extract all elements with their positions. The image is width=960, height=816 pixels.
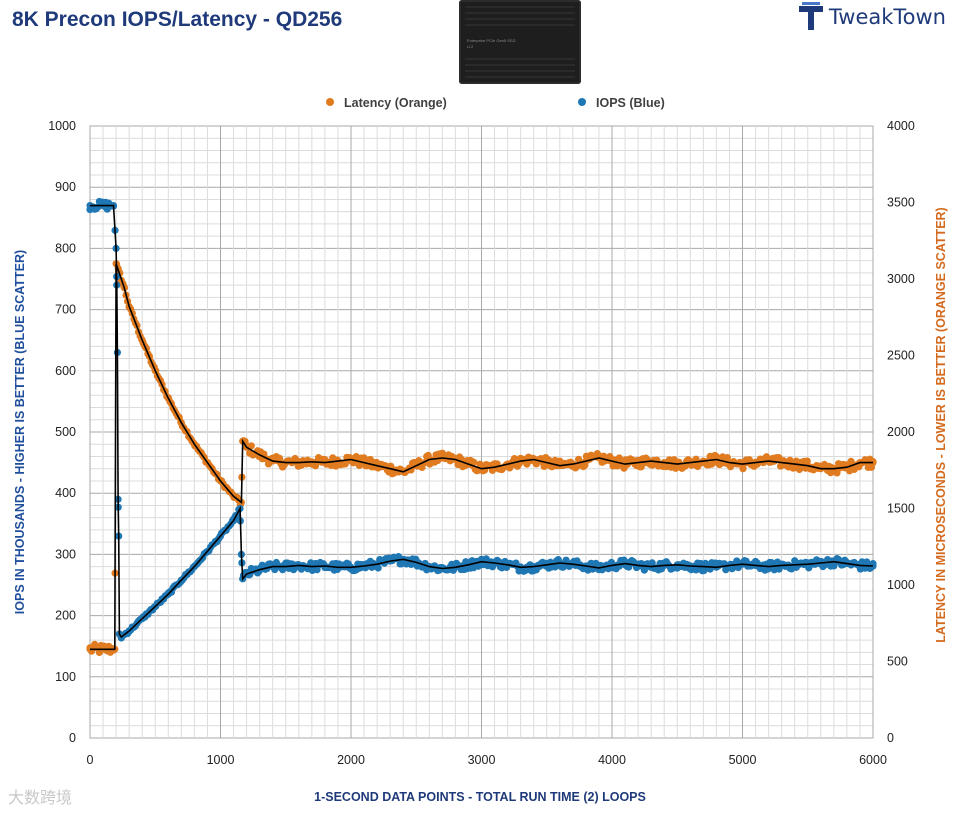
- y-right-tick-label: 4000: [887, 119, 915, 133]
- y-left-tick-label: 400: [55, 486, 76, 500]
- y-axis-label-left: IOPS IN THOUSANDS - HIGHER IS BETTER (BL…: [13, 250, 27, 614]
- latency-point: [615, 454, 623, 462]
- legend-label-latency: Latency (Orange): [344, 96, 447, 110]
- x-tick-label: 1000: [207, 753, 235, 767]
- ssd-product-image: Enterprise PCIe Gen5 SSD U.2: [459, 0, 581, 84]
- y-left-tick-label: 700: [55, 303, 76, 317]
- tweaktown-logo-icon: [798, 2, 823, 30]
- legend: Latency (Orange) IOPS (Blue): [326, 96, 665, 110]
- y-left-tick-label: 600: [55, 364, 76, 378]
- tweaktown-logo: TweakTown: [797, 2, 946, 32]
- y-right-tick-label: 2000: [887, 425, 915, 439]
- legend-marker-iops: [578, 98, 586, 106]
- latency-point: [275, 454, 284, 462]
- latency-trend-line: [90, 263, 873, 651]
- x-tick-label: 5000: [729, 753, 757, 767]
- x-tick-label: 2000: [337, 753, 365, 767]
- y-right-tick-label: 2500: [887, 349, 915, 363]
- y-right-tick-label: 1000: [887, 578, 915, 592]
- y-left-tick-label: 100: [55, 670, 76, 684]
- x-axis-label: 1-SECOND DATA POINTS - TOTAL RUN TIME (2…: [314, 790, 646, 804]
- y-left-tick-label: 1000: [48, 119, 76, 133]
- ssd-label-line-1: Enterprise PCIe Gen5 SSD: [467, 38, 516, 43]
- y-left-tick-label: 300: [55, 547, 76, 561]
- y-right-tick-label: 1500: [887, 502, 915, 516]
- x-tick-label: 3000: [468, 753, 496, 767]
- legend-marker-latency: [326, 98, 334, 106]
- x-tick-label: 0: [87, 753, 94, 767]
- y-right-tick-label: 3000: [887, 272, 915, 286]
- brand-name: TweakTown: [828, 5, 946, 29]
- y-right-tick-label: 0: [887, 731, 894, 745]
- legend-label-iops: IOPS (Blue): [596, 96, 665, 110]
- chart-title: 8K Precon IOPS/Latency - QD256: [12, 8, 343, 31]
- iops-point: [869, 562, 877, 570]
- latency-point: [341, 460, 349, 468]
- x-tick-label: 4000: [598, 753, 626, 767]
- axis-ticks: 0 1000 2000 3000 4000 5000 6000010020030040050…: [48, 119, 915, 767]
- chart-grid: [89, 125, 874, 739]
- y-axis-label-right: LATENCY IN MICROSECONDS - LOWER IS BETTE…: [934, 207, 948, 642]
- y-left-tick-label: 800: [55, 241, 76, 255]
- watermark: 大数跨境: [8, 788, 73, 807]
- x-tick-label: 6000: [859, 753, 887, 767]
- y-right-tick-label: 500: [887, 655, 908, 669]
- y-left-tick-label: 0: [69, 731, 76, 745]
- ssd-label-line-2: U.2: [467, 44, 474, 49]
- y-left-tick-label: 500: [55, 425, 76, 439]
- latency-point: [510, 454, 518, 463]
- y-right-tick-label: 3500: [887, 196, 915, 210]
- trend-lines: [90, 204, 874, 651]
- y-left-tick-label: 200: [55, 609, 76, 623]
- y-left-tick-label: 900: [55, 180, 76, 194]
- iops-trend-line: [90, 204, 874, 639]
